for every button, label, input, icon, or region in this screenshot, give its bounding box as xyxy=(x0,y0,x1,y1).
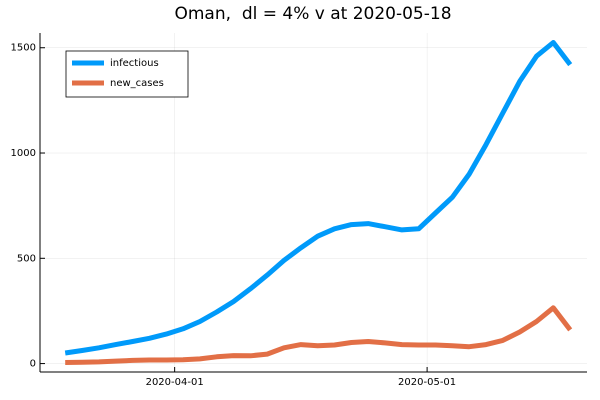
legend-box xyxy=(65,50,189,98)
chart-title: Oman, dl = 4% v at 2020-05-18 xyxy=(174,4,451,24)
legend-label: new_cases xyxy=(110,78,164,89)
line xyxy=(65,305,573,365)
y-tick-label: 1500 xyxy=(11,43,36,54)
line xyxy=(64,40,573,356)
x-tick-label: 2020-04-01 xyxy=(146,377,204,388)
legend-label: infectious xyxy=(110,58,159,69)
y-tick-label: 1000 xyxy=(11,148,36,159)
y-tick-label: 500 xyxy=(17,253,36,264)
x-tick-label: 2020-05-01 xyxy=(398,377,456,388)
y-tick-label: 0 xyxy=(30,359,36,370)
